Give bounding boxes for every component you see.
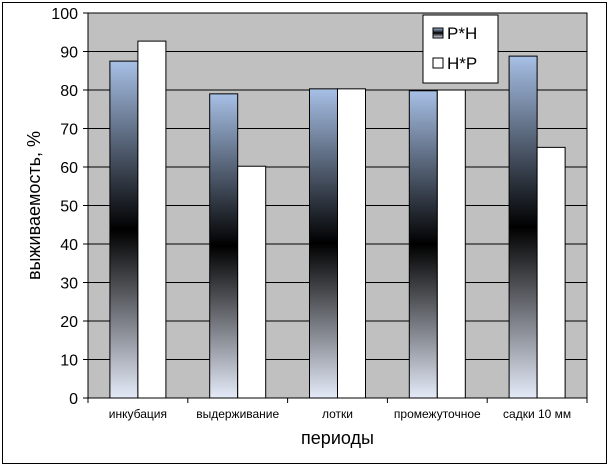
legend-swatch-2	[432, 57, 444, 69]
bars	[109, 40, 566, 399]
x-axis-ticks: инкубация выдерживание лотки промежуточное с…	[87, 398, 588, 421]
y-tick-label: 70	[60, 122, 78, 139]
y-tick-label: 30	[60, 276, 78, 293]
y-tick-label: 90	[60, 45, 78, 62]
bar-series-1	[209, 93, 239, 399]
bar-series-1	[408, 90, 438, 399]
y-axis-ticks: 0 10 20 30 40 50 60 70 80 90 100	[51, 6, 88, 408]
bar-series-2	[436, 89, 466, 399]
bar-series-1	[508, 55, 538, 399]
legend-label-1: Р*Н	[447, 24, 477, 43]
bar-series-2	[137, 40, 167, 399]
y-tick-label: 60	[60, 160, 78, 177]
x-tick-label: садки 10 мм	[503, 407, 571, 421]
y-tick-label: 50	[60, 199, 78, 216]
bar-series-1	[309, 88, 338, 399]
x-tick-label: лотки	[322, 407, 353, 421]
x-tick-label: выдерживание	[196, 407, 279, 421]
legend-box	[422, 14, 499, 84]
y-tick-label: 10	[60, 353, 78, 370]
x-tick-label: инкубация	[109, 407, 167, 421]
x-tick-label: промежуточное	[394, 407, 481, 421]
y-tick-label: 100	[51, 6, 78, 23]
legend-label-2: Н*Р	[447, 54, 477, 73]
bar-series-1	[109, 60, 139, 399]
y-tick-label: 0	[69, 391, 78, 408]
legend: Р*Н Н*Р	[422, 14, 499, 84]
y-axis-title: выживаемость, %	[24, 131, 44, 280]
x-axis-title: периоды	[301, 428, 374, 448]
bar-series-2	[237, 165, 267, 399]
bar-series-2	[337, 88, 366, 399]
y-tick-label: 80	[60, 83, 78, 100]
y-tick-label: 20	[60, 314, 78, 331]
legend-swatch-1	[432, 27, 444, 39]
bar-series-2	[536, 146, 566, 399]
y-tick-label: 40	[60, 237, 78, 254]
